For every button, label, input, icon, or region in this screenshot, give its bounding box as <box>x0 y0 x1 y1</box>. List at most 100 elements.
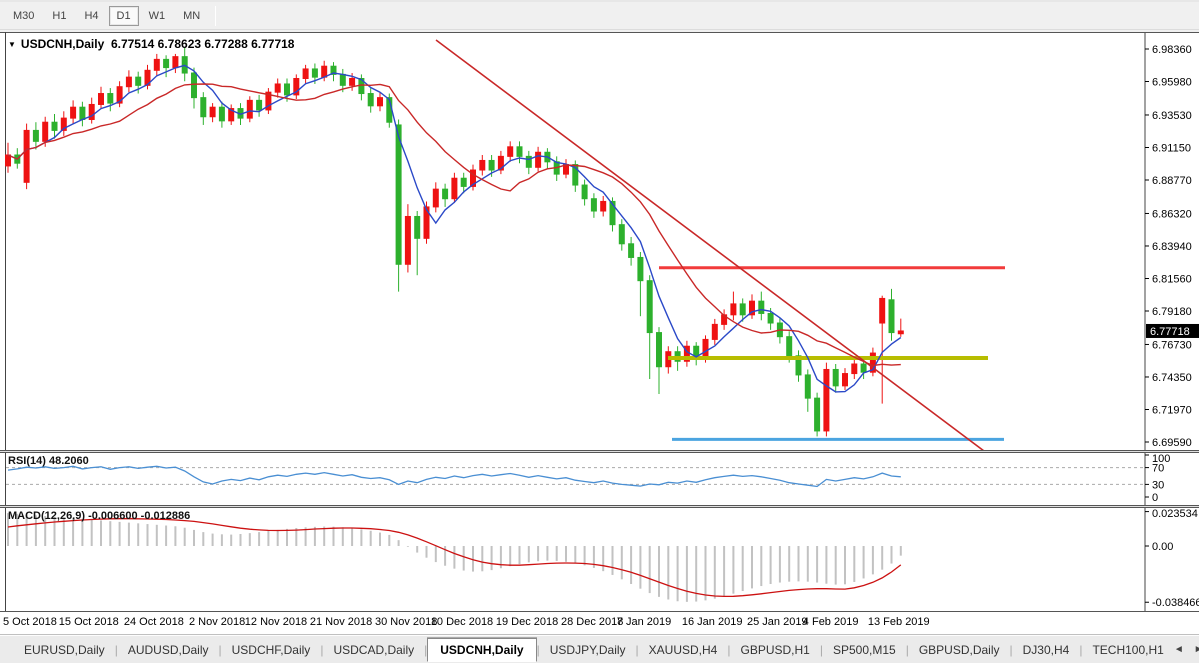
main-chart-canvas[interactable]: 6.98360 6.95980 6.93530 6.91150 6.88770 6.863… <box>0 33 1199 450</box>
candle <box>432 188 439 208</box>
timeframe-button-d1[interactable]: D1 <box>108 5 139 26</box>
price-axis-label: 6.91150 <box>1152 142 1191 154</box>
collapse-arrow-icon[interactable]: ▼ <box>8 40 16 49</box>
candle <box>5 154 11 167</box>
candle <box>479 159 486 171</box>
price-axis-label: 6.76730 <box>1152 339 1192 351</box>
candle <box>32 129 39 142</box>
tab-gbpusd-daily[interactable]: GBPUSD,Daily <box>918 642 1000 657</box>
chart-left-border <box>5 32 6 612</box>
tab-usdchf-daily[interactable]: USDCHF,Daily <box>231 642 311 657</box>
candle <box>302 68 309 80</box>
macd-panel-canvas[interactable]: 0.023534 0.00 -0.038466 <box>0 508 1199 611</box>
tab-separator: | <box>320 642 324 657</box>
descending-trendline[interactable] <box>435 39 984 450</box>
ma-slow-line[interactable] <box>7 83 901 367</box>
date-label: 2 Nov 2018 <box>189 616 246 628</box>
candle <box>711 323 718 340</box>
macd-indicator-label: MACD(12,26,9) -0.006600 -0.012886 <box>8 510 191 522</box>
rsi-panel-splitter[interactable] <box>0 450 1199 453</box>
price-axis-label: 6.93530 <box>1152 110 1192 122</box>
candle <box>451 177 458 200</box>
candle <box>497 155 504 171</box>
chart-bottom-border <box>0 611 1199 612</box>
candle <box>265 91 272 111</box>
tab-sp500-m15[interactable]: SP500,M15 <box>832 642 896 657</box>
candle <box>423 206 430 239</box>
macd-scale-label: 0.023534 <box>1152 508 1198 520</box>
rsi-scale-label: 100 <box>1152 453 1170 465</box>
candle <box>51 121 58 131</box>
tab-eurusd-daily[interactable]: EURUSD,Daily <box>24 642 105 657</box>
date-label: 19 Dec 2018 <box>495 616 559 628</box>
tab-usdcnh-daily[interactable]: USDCNH,Daily <box>427 637 537 662</box>
timeframe-button-w1[interactable]: W1 <box>148 9 166 22</box>
candle <box>730 303 737 316</box>
candle <box>246 99 253 119</box>
candle <box>163 58 170 69</box>
timeframe-button-m30[interactable]: M30 <box>13 9 35 22</box>
chart-symbol-text: USDCNH,Daily <box>20 37 105 51</box>
candle <box>321 65 328 78</box>
candle <box>256 99 263 111</box>
date-label: 13 Feb 2019 <box>867 616 930 628</box>
macd-panel-splitter[interactable] <box>0 505 1199 508</box>
date-label: 4 Feb 2019 <box>802 616 859 628</box>
time-axis[interactable]: 5 Oct 2018 15 Oct 2018 24 Oct 2018 2 Nov 20… <box>0 612 1199 634</box>
rsi-line <box>7 465 901 488</box>
tab-audusd-daily[interactable]: AUDUSD,Daily <box>127 642 209 657</box>
macd-signal-line <box>7 518 902 598</box>
ma-fast-line[interactable] <box>7 64 902 393</box>
rsi-scale-label: 70 <box>1152 463 1164 475</box>
candle <box>70 106 77 119</box>
candle <box>749 300 755 316</box>
price-axis-label: 6.81560 <box>1152 273 1192 285</box>
tab-dj30-h4[interactable]: DJ30,H4 <box>1022 642 1070 657</box>
price-axis[interactable]: 6.98360 6.95980 6.93530 6.91150 6.88770 6.863… <box>1144 33 1199 450</box>
candle <box>832 368 839 387</box>
candle <box>842 373 848 387</box>
date-label: 5 Oct 2018 <box>3 616 57 628</box>
candle <box>293 78 300 96</box>
timeframe-button-h4[interactable]: H4 <box>84 9 99 22</box>
candle <box>274 83 281 93</box>
tab-usdcad-daily[interactable]: USDCAD,Daily <box>333 642 415 657</box>
chart-ohlc-values: 6.77514 6.78623 6.77288 6.77718 <box>110 37 295 51</box>
tab-separator: | <box>536 642 540 657</box>
candle <box>79 106 86 120</box>
tab-scroll-right-icon[interactable]: ► <box>1193 644 1199 655</box>
candle <box>153 58 160 71</box>
candle <box>767 312 774 324</box>
timeframe-button-mn[interactable]: MN <box>183 9 201 22</box>
candle <box>879 297 886 324</box>
candle <box>284 83 290 96</box>
candle <box>200 97 207 118</box>
date-label: 24 Oct 2018 <box>123 616 184 628</box>
candle <box>42 121 49 142</box>
candle <box>395 124 402 265</box>
candle <box>656 332 662 368</box>
tab-usdjpy-daily[interactable]: USDJPY,Daily <box>549 642 626 657</box>
tab-separator: | <box>114 642 118 657</box>
timeframe-button-h1[interactable]: H1 <box>52 9 67 22</box>
tab-gbpusd-h1[interactable]: GBPUSD,H1 <box>740 642 810 657</box>
candle <box>460 177 467 187</box>
candle <box>823 368 830 432</box>
candle <box>814 397 821 432</box>
date-label: 30 Nov 2018 <box>375 616 438 628</box>
tab-scroll-left-icon[interactable]: ◄ <box>1173 644 1184 655</box>
candle <box>637 256 644 282</box>
tab-tech100-h1[interactable]: TECH100,H1 <box>1092 642 1164 657</box>
candle <box>349 78 356 86</box>
macd-histogram <box>7 513 902 602</box>
candle <box>144 69 151 86</box>
candle <box>107 93 114 104</box>
rsi-scale-label: 0 <box>1152 492 1158 504</box>
tab-xauusd-h4[interactable]: XAUUSD,H4 <box>648 642 718 657</box>
candle <box>191 72 197 99</box>
date-label: 7 Jan 2019 <box>616 616 672 628</box>
date-label: 15 Oct 2018 <box>58 616 119 628</box>
candle <box>470 169 476 187</box>
candle <box>507 146 514 157</box>
